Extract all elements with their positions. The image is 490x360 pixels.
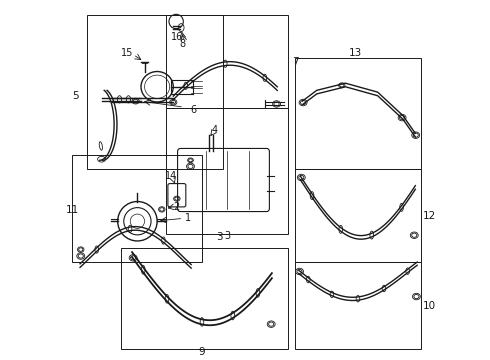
Text: 12: 12 (422, 211, 436, 221)
Bar (166, 108, 288, 234)
Bar (295, 169, 421, 262)
Text: 5: 5 (72, 91, 79, 101)
Text: 9: 9 (198, 347, 205, 357)
Text: 3: 3 (216, 232, 223, 242)
Text: 10: 10 (422, 301, 436, 311)
Bar (166, 15, 288, 108)
Bar (295, 262, 421, 348)
Bar (295, 58, 421, 169)
Text: 15: 15 (121, 48, 133, 58)
Text: 7: 7 (292, 57, 298, 67)
Text: 13: 13 (349, 48, 362, 58)
Text: 8: 8 (179, 40, 185, 49)
Text: 1: 1 (185, 213, 191, 223)
Text: 6: 6 (190, 105, 196, 115)
Bar (122, 248, 288, 348)
Bar (87, 15, 223, 169)
Text: 14: 14 (165, 171, 177, 181)
Text: 4: 4 (212, 125, 218, 135)
Text: 16: 16 (171, 32, 183, 41)
Bar (72, 155, 202, 262)
Text: 11: 11 (66, 206, 79, 216)
Text: 3: 3 (224, 231, 230, 240)
Text: 2: 2 (174, 202, 180, 212)
